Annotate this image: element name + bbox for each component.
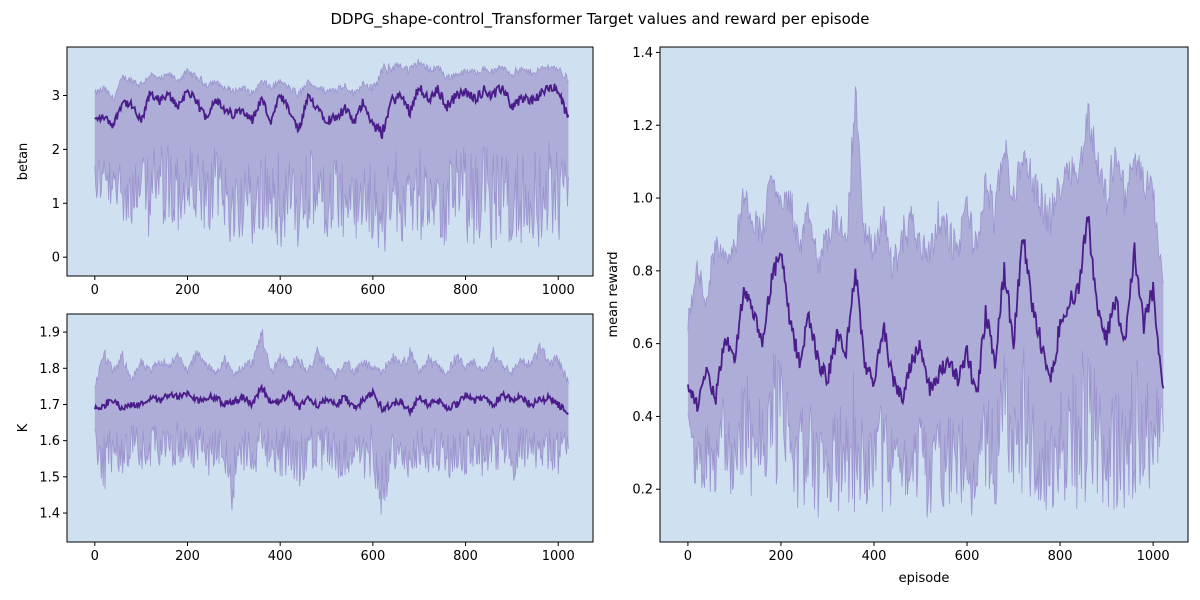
series-band-lower-line xyxy=(687,347,1164,518)
y-tick-label: 1.5 xyxy=(39,470,60,485)
x-tick-label: 0 xyxy=(91,549,99,564)
series-band-fill xyxy=(687,86,1164,518)
y-tick-label: 1.0 xyxy=(632,192,653,207)
chart-mean-reward: 0 200 400 600 800 1000 0.2 0.4 0.6 0.8 1.0 1.2 1.4 me… xyxy=(606,46,1189,586)
x-tick-label: 800 xyxy=(453,549,478,564)
series-band-lower-line xyxy=(94,420,569,515)
y-tick-label: 2 xyxy=(52,143,60,158)
y-tick-label: 1.2 xyxy=(632,119,653,134)
y-axis-label: betan xyxy=(16,143,31,181)
y-tick-label: 1.4 xyxy=(632,46,653,61)
series-band-upper-line xyxy=(94,329,569,389)
x-tick-label: 0 xyxy=(91,283,99,298)
x-axis-label: episode xyxy=(899,571,950,586)
y-tick-label: 1 xyxy=(52,197,60,212)
chart-betan: 0 200 400 600 800 1000 0 1 2 3 betan xyxy=(16,46,594,298)
series-mean-line xyxy=(687,216,1165,412)
y-tick-label: 1.9 xyxy=(39,326,60,341)
series-mean-line xyxy=(93,383,569,418)
y-tick-label: 1.4 xyxy=(39,507,60,522)
series-band-lower-line xyxy=(94,141,569,252)
x-tick-label: 1000 xyxy=(542,283,575,298)
x-tick-label: 1000 xyxy=(1137,549,1170,564)
y-tick-label: 0.2 xyxy=(632,483,653,498)
x-tick-label: 400 xyxy=(268,549,293,564)
x-tick-label: 600 xyxy=(360,549,385,564)
y-tick-label: 0 xyxy=(52,251,60,266)
x-tick-label: 0 xyxy=(684,549,692,564)
y-tick-label: 0.6 xyxy=(632,337,653,352)
y-tick-label: 1.7 xyxy=(39,398,60,413)
axes-frame xyxy=(659,46,1189,543)
y-axis-label: mean reward xyxy=(606,251,621,337)
y-tick-label: 1.8 xyxy=(39,362,60,377)
y-axis-label: K xyxy=(16,423,31,432)
x-tick-label: 800 xyxy=(453,283,478,298)
y-tick-label: 3 xyxy=(52,89,60,104)
series-mean-line xyxy=(94,83,570,139)
x-tick-label: 200 xyxy=(175,283,200,298)
x-tick-label: 200 xyxy=(175,549,200,564)
y-tick-label: 0.4 xyxy=(632,410,653,425)
figure-suptitle: DDPG_shape-control_Transformer Target va… xyxy=(331,10,870,29)
x-tick-label: 400 xyxy=(862,549,887,564)
axes-frame xyxy=(66,46,594,277)
x-tick-label: 200 xyxy=(769,549,794,564)
x-tick-label: 1000 xyxy=(542,549,575,564)
y-tick-label: 1.6 xyxy=(39,434,60,449)
axes-frame xyxy=(66,313,594,543)
series-band-upper-line xyxy=(687,86,1164,331)
x-tick-label: 600 xyxy=(360,283,385,298)
chart-k: 0 200 400 600 800 1000 1.4 1.5 1.6 1.7 1.8 1.9 K xyxy=(16,313,594,564)
x-tick-label: 800 xyxy=(1048,549,1073,564)
series-band-upper-line xyxy=(94,59,569,102)
x-tick-label: 600 xyxy=(955,549,980,564)
x-tick-label: 400 xyxy=(268,283,293,298)
y-tick-label: 0.8 xyxy=(632,264,653,279)
